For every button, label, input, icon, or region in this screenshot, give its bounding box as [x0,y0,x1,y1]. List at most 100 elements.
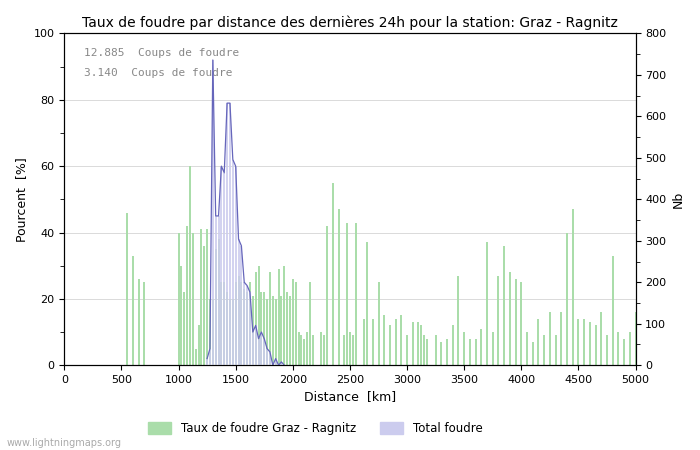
Bar [220,166,223,365]
Bar [463,332,466,365]
Bar [417,322,419,365]
Bar [355,223,357,365]
Bar [234,166,237,365]
Bar [309,282,311,365]
Bar [306,332,308,365]
Bar [240,246,242,365]
Bar [458,276,459,365]
Bar [234,282,237,365]
Bar [526,332,528,365]
Bar [144,282,146,365]
Bar [532,342,534,365]
Bar [578,319,580,365]
Bar [549,312,551,365]
Bar [223,173,225,365]
Bar [243,289,245,365]
Bar [263,339,265,365]
Bar [192,233,194,365]
Bar [223,282,225,365]
Bar [229,299,231,365]
Bar [232,159,234,365]
Bar [623,339,625,365]
Bar [260,332,262,365]
Bar [209,349,211,365]
Bar [395,319,397,365]
Bar [266,349,268,365]
Bar [255,272,257,365]
Bar [269,272,271,365]
Bar [249,292,251,365]
Bar [323,335,326,365]
Bar [237,239,239,365]
Bar [132,256,134,365]
Bar [424,335,425,365]
Bar [326,226,328,365]
Y-axis label: Nb: Nb [672,191,685,208]
Bar [612,256,614,365]
Bar [349,332,351,365]
Bar [475,339,477,365]
Bar [514,279,517,365]
Bar [406,335,408,365]
Bar [243,282,245,365]
Bar [246,292,248,365]
Bar [303,339,305,365]
Text: 12.885  Coups de foudre: 12.885 Coups de foudre [84,48,239,58]
Bar [240,282,242,365]
Bar [583,319,585,365]
Bar [274,359,277,365]
Bar [538,319,540,365]
Bar [220,282,223,365]
Bar [255,325,257,365]
Bar [421,325,422,365]
Bar [560,312,562,365]
Bar [589,322,591,365]
Bar [272,296,274,365]
Bar [215,216,217,365]
Bar [215,249,217,365]
Bar [492,332,493,365]
Y-axis label: Pourcent  [%]: Pourcent [%] [15,157,28,242]
Bar [426,339,428,365]
Bar [606,335,608,365]
Bar [137,279,139,365]
Bar [206,359,208,365]
Bar [237,276,239,365]
Bar [543,335,545,365]
Bar [218,216,220,365]
Bar [520,282,522,365]
X-axis label: Distance  [km]: Distance [km] [304,391,396,404]
Bar [126,212,128,365]
Bar [281,296,282,365]
Bar [509,272,511,365]
Bar [186,226,188,365]
Bar [286,292,288,365]
Bar [480,329,482,365]
Bar [337,209,340,365]
Bar [266,299,268,365]
Bar [554,335,556,365]
Bar [363,319,365,365]
Bar [281,362,282,365]
Bar [260,292,262,365]
Bar [572,209,574,365]
Bar [258,266,260,365]
Bar [617,332,620,365]
Bar [300,335,302,365]
Bar [197,325,199,365]
Bar [178,233,179,365]
Bar [343,335,345,365]
Bar [212,299,214,365]
Bar [452,325,454,365]
Bar [212,60,214,365]
Bar [594,325,596,365]
Bar [232,299,234,365]
Bar [435,335,437,365]
Bar [289,296,291,365]
Text: www.lightningmaps.org: www.lightningmaps.org [7,438,122,448]
Text: 3.140  Coups de foudre: 3.140 Coups de foudre [84,68,233,78]
Bar [189,166,191,365]
Bar [412,322,414,365]
Bar [446,339,448,365]
Bar [332,183,334,365]
